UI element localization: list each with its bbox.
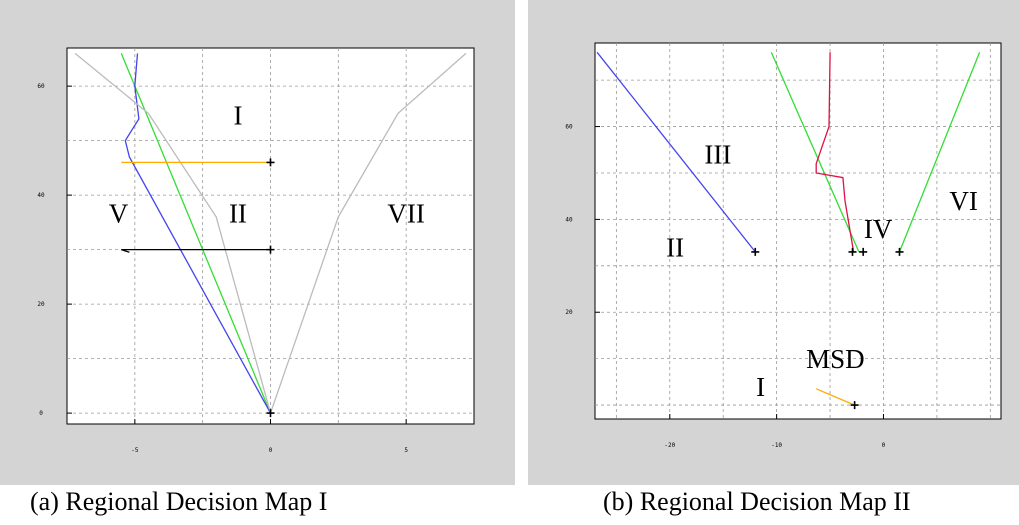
cross-marker — [266, 158, 275, 167]
cross-marker — [751, 247, 760, 256]
caption-a: (a) Regional Decision Map I — [30, 487, 328, 516]
x-tick-label: -20 — [664, 442, 675, 449]
plot-area-b — [594, 42, 1002, 420]
cross-marker — [859, 247, 868, 256]
region-label: V — [109, 198, 129, 228]
x-tick-label: -5 — [131, 447, 139, 454]
series-line — [815, 52, 855, 253]
region-label: I — [756, 372, 765, 402]
cross-marker — [850, 401, 859, 410]
region-label: III — [704, 140, 731, 170]
series-line — [124, 53, 272, 414]
region-label: VI — [949, 186, 978, 216]
caption-b: (b) Regional Decision Map II — [603, 487, 911, 516]
y-tick-label: 40 — [37, 192, 45, 199]
markers-a — [266, 158, 275, 418]
ticks-a: -5 0 5 0 20 40 60 — [37, 83, 408, 454]
y-tick-label: 60 — [37, 83, 45, 90]
markers-b — [751, 247, 904, 410]
region-label: VII — [387, 198, 424, 228]
series-line — [596, 51, 756, 253]
x-tick-label: 0 — [882, 442, 886, 449]
cross-marker — [848, 247, 857, 256]
cross-marker — [895, 247, 904, 256]
cross-marker — [266, 245, 275, 254]
series-line — [898, 52, 981, 253]
x-tick-label: 5 — [404, 447, 408, 454]
region-label: II — [229, 198, 247, 228]
series-a — [74, 52, 467, 416]
chart-panel-b: -20 -10 0 20 40 60 III II IV VI MSD I — [528, 0, 1019, 485]
region-label: II — [666, 233, 684, 263]
grid-b — [595, 43, 1001, 419]
chart-panel-a: -5 0 5 0 20 40 60 I II V VII — [0, 0, 515, 485]
y-tick-label: 40 — [565, 216, 573, 223]
y-tick-label: 0 — [39, 410, 43, 417]
region-label: IV — [864, 214, 893, 244]
x-tick-label: -10 — [771, 442, 782, 449]
y-tick-label: 20 — [565, 309, 573, 316]
x-tick-label: 0 — [269, 447, 273, 454]
cross-marker — [266, 409, 275, 418]
series-b — [596, 51, 981, 406]
series-line — [121, 248, 271, 253]
region-label: MSD — [806, 344, 865, 374]
series-line — [120, 53, 272, 414]
series-line — [815, 388, 855, 406]
y-tick-label: 60 — [565, 124, 573, 131]
ticks-b: -20 -10 0 20 40 60 — [565, 124, 885, 449]
region-label: I — [233, 100, 242, 130]
series-line — [770, 52, 860, 253]
y-tick-label: 20 — [37, 301, 45, 308]
